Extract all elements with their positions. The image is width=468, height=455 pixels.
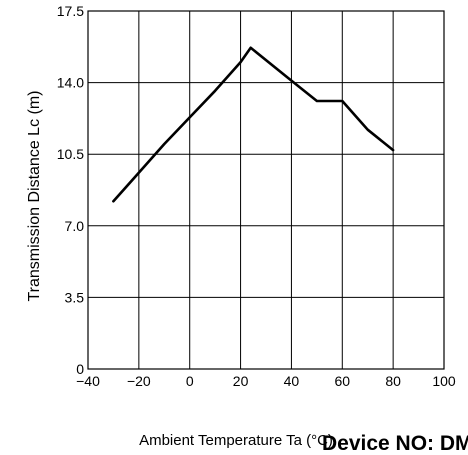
y-axis-label: Transmission Distance Lc (m) xyxy=(26,90,43,301)
y-tick-label: 17.5 xyxy=(57,3,84,19)
data-point xyxy=(138,171,140,174)
x-axis-label: Ambient Temperature Ta (°C) xyxy=(139,432,333,449)
data-point xyxy=(341,100,344,102)
y-tick-label: 7.0 xyxy=(65,218,85,234)
y-tick-label: 14.0 xyxy=(57,75,84,91)
series-line xyxy=(112,46,395,203)
data-point xyxy=(290,79,293,82)
x-tick-label: 40 xyxy=(284,373,300,389)
x-tick-label: 0 xyxy=(186,373,194,389)
data-point xyxy=(316,100,318,102)
data-point xyxy=(249,47,252,49)
x-tick-label: 60 xyxy=(334,373,350,389)
x-tick-label: −20 xyxy=(127,373,151,389)
device-number-label: Device NO: DMO-03 xyxy=(322,432,468,450)
plot-frame xyxy=(87,10,445,370)
x-tick-label: 20 xyxy=(233,373,249,389)
data-point xyxy=(163,143,166,145)
x-tick-label: 80 xyxy=(385,373,401,389)
data-point xyxy=(188,116,191,119)
data-point xyxy=(366,128,369,131)
data-point xyxy=(214,89,216,92)
y-tick-label: 0 xyxy=(76,361,84,377)
y-tick-label: 10.5 xyxy=(57,146,84,162)
x-tick-label: 100 xyxy=(432,373,456,389)
data-point xyxy=(239,61,242,63)
y-tick-label: 3.5 xyxy=(65,289,85,305)
data-point xyxy=(392,149,394,151)
data-point xyxy=(112,200,115,203)
x-tick-label: −40 xyxy=(76,373,100,389)
